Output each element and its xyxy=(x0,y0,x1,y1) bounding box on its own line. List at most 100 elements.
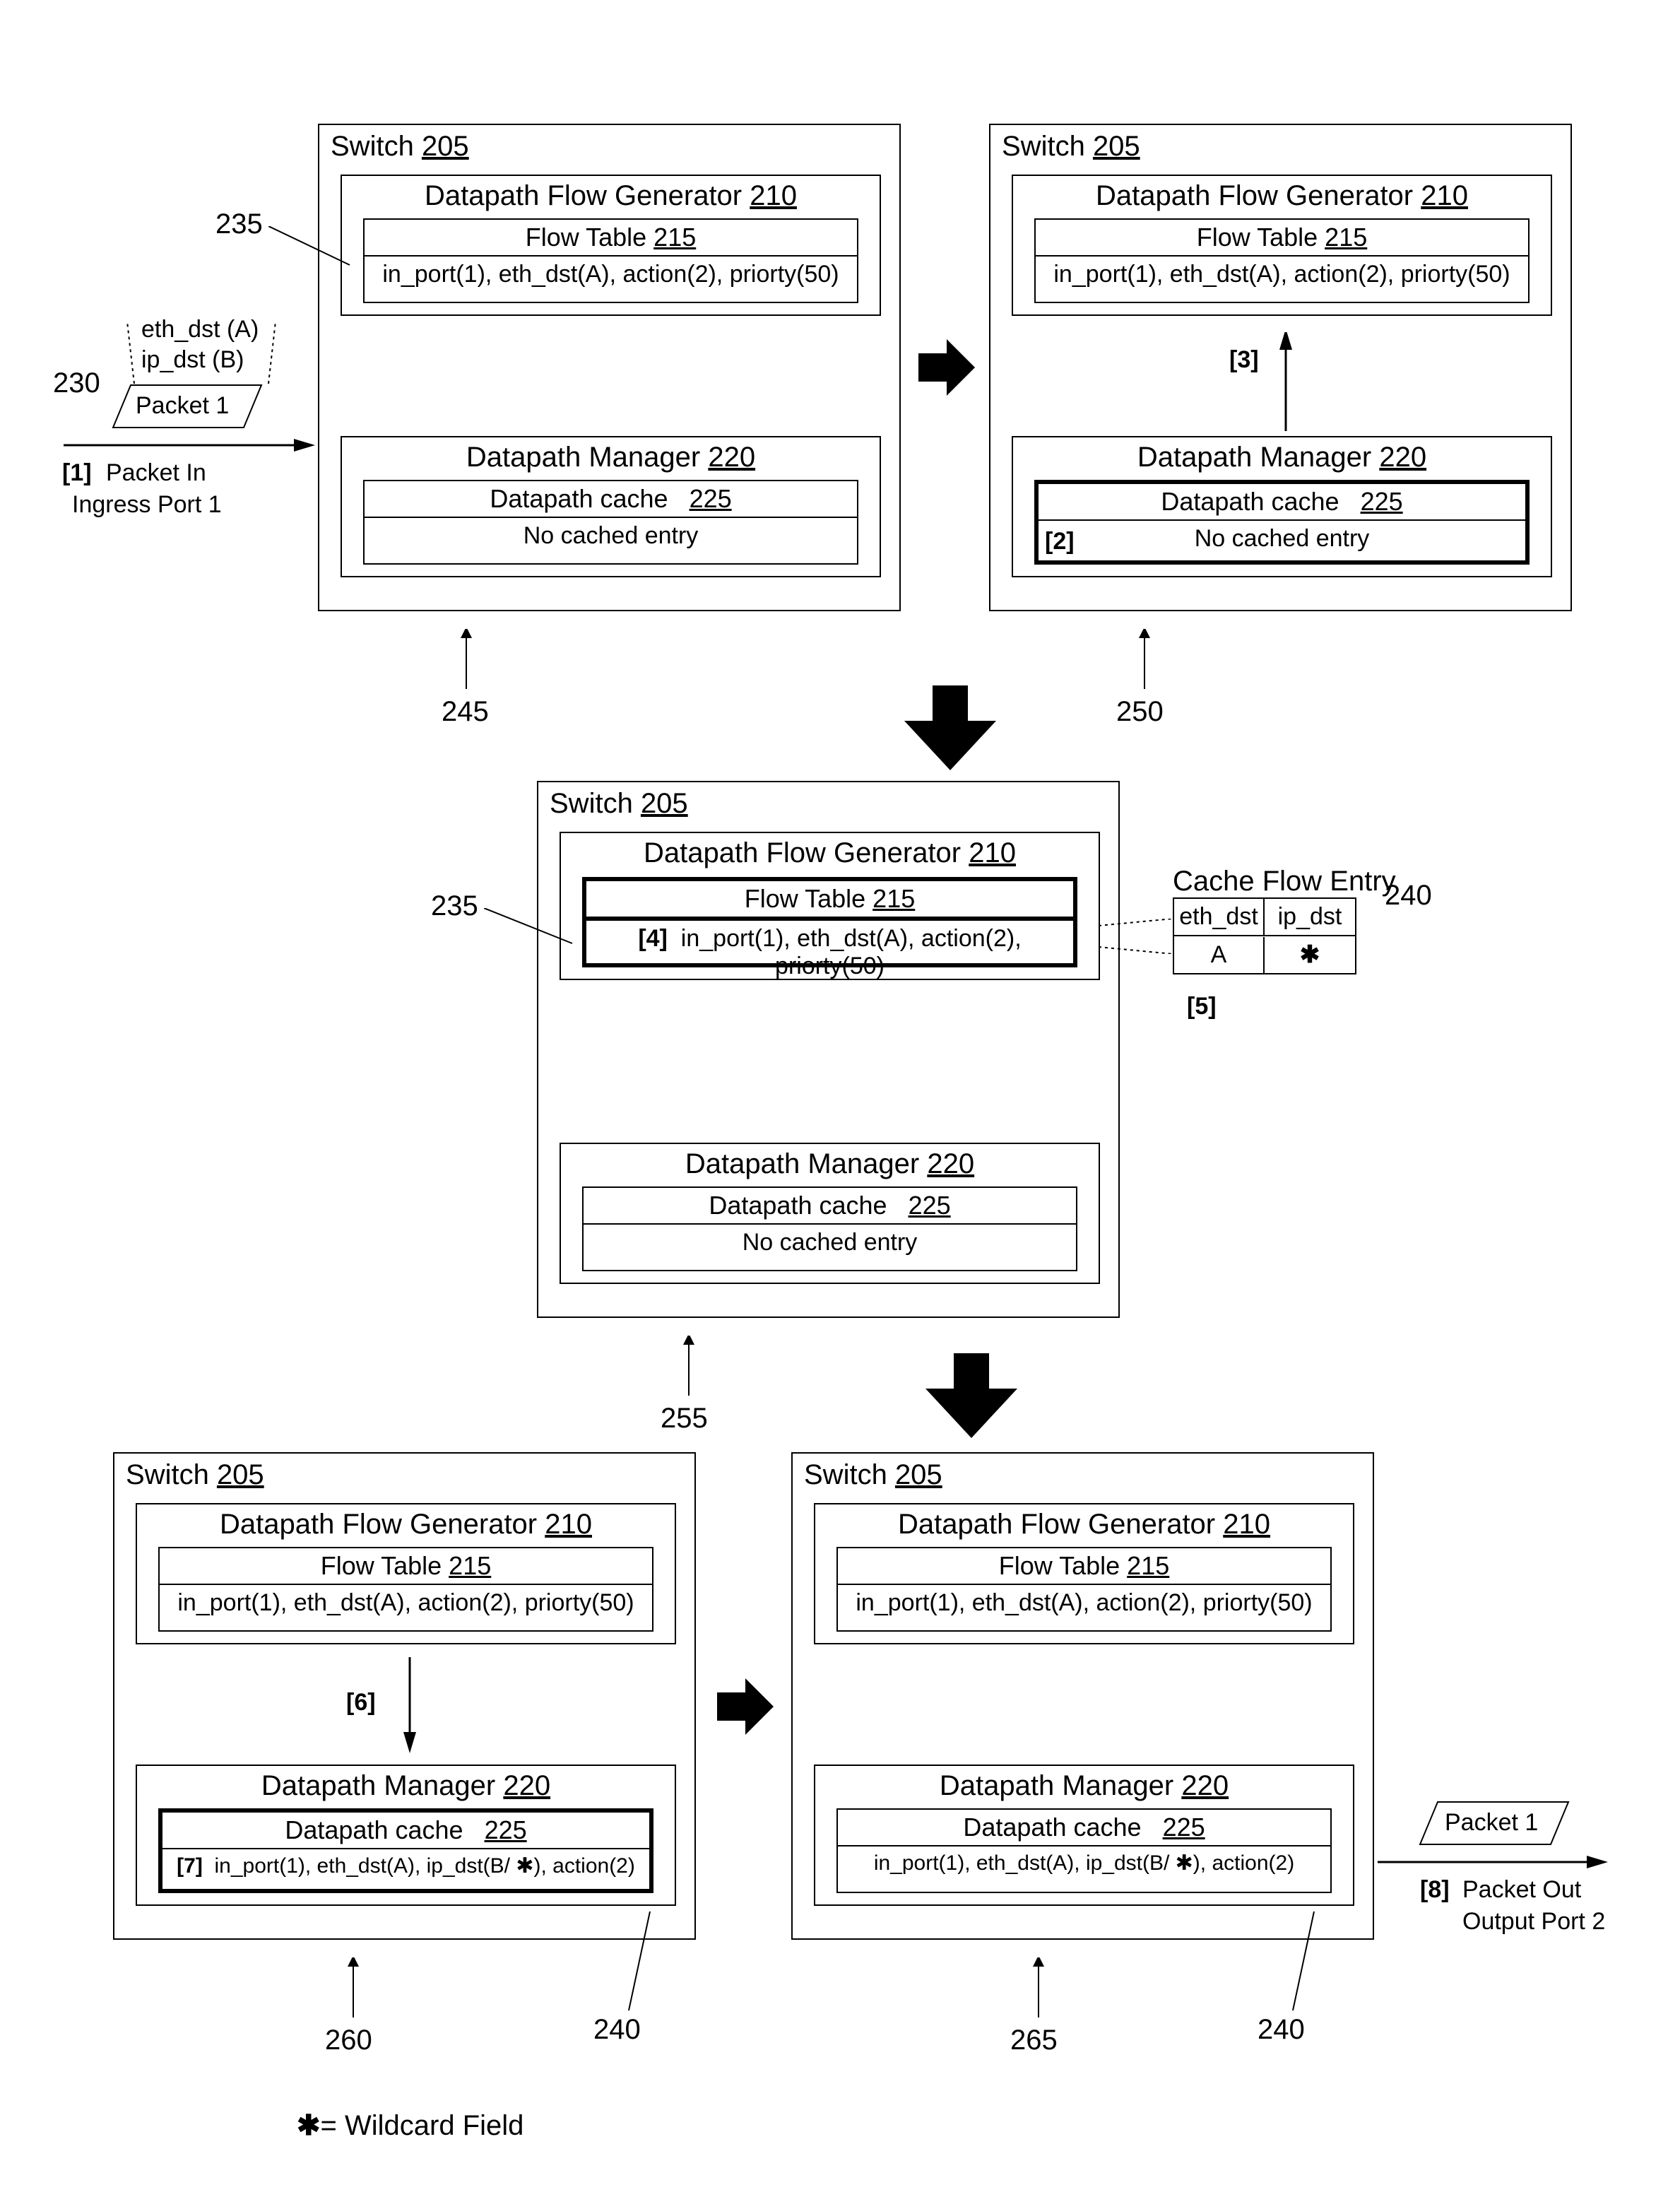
callout-240: 240 xyxy=(1385,880,1432,912)
callout-260: 260 xyxy=(325,2025,372,2056)
packet-in-text2: Ingress Port 1 xyxy=(72,491,222,519)
leader-255 xyxy=(668,1336,710,1399)
dfg-block: Datapath Flow Generator 210 Flow Table 2… xyxy=(341,175,881,316)
packet-in-name: Packet 1 xyxy=(136,392,229,420)
switch-title: Switch 205 xyxy=(1002,131,1140,163)
callout-245: 245 xyxy=(442,696,489,728)
step-6: [6] xyxy=(346,1689,376,1716)
dfg-title: Datapath Flow Generator 210 xyxy=(815,1504,1353,1545)
flow-table-title: Flow Table 215 xyxy=(365,220,857,255)
flow-entry: [4] in_port(1), eth_dst(A), action(2), p… xyxy=(586,921,1073,984)
step-2: [2] xyxy=(1045,528,1075,555)
big-arrow-1 xyxy=(918,332,975,403)
switch-255: Switch 205 Datapath Flow Generator 210 F… xyxy=(537,781,1120,1318)
leader-235 xyxy=(268,226,353,269)
flow-table-title: Flow Table 215 xyxy=(586,881,1073,921)
callout-265: 265 xyxy=(1010,2025,1058,2056)
cfe-v2: ✱ xyxy=(1265,936,1355,973)
switch-265: Switch 205 Datapath Flow Generator 210 F… xyxy=(791,1452,1374,1940)
dfg-block: Datapath Flow Generator 210 Flow Table 2… xyxy=(814,1503,1354,1644)
cache-block-highlight: Datapath cache 225 No cached entry xyxy=(1034,480,1530,565)
cache-entry: No cached entry xyxy=(1039,519,1525,557)
leader-250 xyxy=(1123,629,1166,693)
diagram-canvas: Switch 205 Datapath Flow Generator 210 F… xyxy=(14,14,1680,2195)
arrow-packet-out xyxy=(1378,1848,1611,1876)
flow-entry: in_port(1), eth_dst(A), action(2), prior… xyxy=(838,1584,1330,1621)
leader-240a xyxy=(622,1908,664,2014)
cfe-table: eth_dstip_dst A✱ xyxy=(1173,897,1356,974)
flow-table: Flow Table 215 in_port(1), eth_dst(A), a… xyxy=(158,1547,653,1632)
leader-245 xyxy=(445,629,487,693)
dm-title: Datapath Manager 220 xyxy=(561,1144,1099,1184)
callout-235: 235 xyxy=(215,208,263,240)
big-arrow-down-2 xyxy=(925,1353,1017,1438)
switch-title: Switch 205 xyxy=(550,788,688,820)
cache-block: Datapath cache 225 No cached entry xyxy=(582,1186,1077,1271)
cache-title: Datapath cache 225 xyxy=(162,1813,649,1848)
cache-title: Datapath cache 225 xyxy=(1039,484,1525,519)
step-8: [8] xyxy=(1420,1876,1450,1904)
callout-235-b: 235 xyxy=(431,890,478,922)
cache-title: Datapath cache 225 xyxy=(365,481,857,517)
cache-block-highlight: Datapath cache 225 [7] in_port(1), eth_d… xyxy=(158,1808,653,1893)
cache-block: Datapath cache 225 No cached entry xyxy=(363,480,858,565)
cfe-h2: ip_dst xyxy=(1265,899,1355,935)
dfg-block: Datapath Flow Generator 210 Flow Table 2… xyxy=(1012,175,1552,316)
leader-240b xyxy=(1286,1908,1328,2014)
dm-block: Datapath Manager 220 Datapath cache 225 … xyxy=(1012,436,1552,577)
cache-entry-wild: [7] in_port(1), eth_dst(A), ip_dst(B/ ✱)… xyxy=(162,1848,649,1883)
cfe-label: Cache Flow Entry xyxy=(1173,866,1396,897)
flow-table-title: Flow Table 215 xyxy=(838,1548,1330,1584)
cache-title: Datapath cache 225 xyxy=(584,1188,1076,1223)
dm-title: Datapath Manager 220 xyxy=(815,1766,1353,1806)
dm-title: Datapath Manager 220 xyxy=(1013,437,1551,478)
callout-240a: 240 xyxy=(593,2014,641,2046)
cache-entry: No cached entry xyxy=(365,517,857,554)
dm-block: Datapath Manager 220 Datapath cache 225 … xyxy=(560,1143,1100,1284)
legend: ✱= Wildcard Field xyxy=(297,2109,523,2142)
flow-table: Flow Table 215 in_port(1), eth_dst(A), a… xyxy=(363,218,858,303)
cfe-v1: A xyxy=(1174,937,1265,973)
packet-out-name: Packet 1 xyxy=(1445,1809,1538,1837)
dm-title: Datapath Manager 220 xyxy=(342,437,880,478)
flow-table-title: Flow Table 215 xyxy=(1036,220,1528,255)
dfg-block: Datapath Flow Generator 210 Flow Table 2… xyxy=(560,832,1100,980)
step-5: [5] xyxy=(1187,993,1217,1020)
dm-title: Datapath Manager 220 xyxy=(137,1766,675,1806)
big-arrow-2 xyxy=(717,1671,774,1742)
arrow-packet-in xyxy=(64,431,318,459)
flow-table: Flow Table 215 in_port(1), eth_dst(A), a… xyxy=(836,1547,1332,1632)
cfe-h1: eth_dst xyxy=(1174,899,1265,935)
cache-entry: No cached entry xyxy=(584,1223,1076,1261)
packet-out-text2: Output Port 2 xyxy=(1462,1908,1605,1936)
switch-title: Switch 205 xyxy=(331,131,469,163)
leader-260 xyxy=(332,1957,374,2021)
leader-235b xyxy=(484,908,576,950)
switch-title: Switch 205 xyxy=(804,1459,942,1491)
flow-table: Flow Table 215 in_port(1), eth_dst(A), a… xyxy=(1034,218,1530,303)
dfg-block: Datapath Flow Generator 210 Flow Table 2… xyxy=(136,1503,676,1644)
packet-out-text1: Packet Out xyxy=(1462,1876,1581,1904)
flow-entry: in_port(1), eth_dst(A), action(2), prior… xyxy=(160,1584,652,1621)
flow-entry: in_port(1), eth_dst(A), action(2), prior… xyxy=(365,255,857,293)
arrow-up-3 xyxy=(1265,332,1307,431)
cache-title: Datapath cache 225 xyxy=(838,1810,1330,1845)
dfg-title: Datapath Flow Generator 210 xyxy=(1013,176,1551,216)
dotted-leaders xyxy=(120,314,283,389)
switch-title: Switch 205 xyxy=(126,1459,264,1491)
dm-block: Datapath Manager 220 Datapath cache 225 … xyxy=(136,1765,676,1906)
callout-250: 250 xyxy=(1116,696,1164,728)
cache-entry-wild: in_port(1), eth_dst(A), ip_dst(B/ ✱), ac… xyxy=(838,1845,1330,1880)
dotted-cfe xyxy=(1099,919,1173,954)
packet-in-text: Packet In xyxy=(106,459,206,487)
dfg-title: Datapath Flow Generator 210 xyxy=(561,833,1099,873)
flow-entry: in_port(1), eth_dst(A), action(2), prior… xyxy=(1036,255,1528,293)
callout-230: 230 xyxy=(53,367,100,399)
callout-240b: 240 xyxy=(1258,2014,1305,2046)
big-arrow-down-1 xyxy=(904,685,996,770)
step-3: [3] xyxy=(1229,346,1259,374)
dfg-title: Datapath Flow Generator 210 xyxy=(137,1504,675,1545)
dfg-title: Datapath Flow Generator 210 xyxy=(342,176,880,216)
dm-block: Datapath Manager 220 Datapath cache 225 … xyxy=(814,1765,1354,1906)
switch-245: Switch 205 Datapath Flow Generator 210 F… xyxy=(318,124,901,611)
